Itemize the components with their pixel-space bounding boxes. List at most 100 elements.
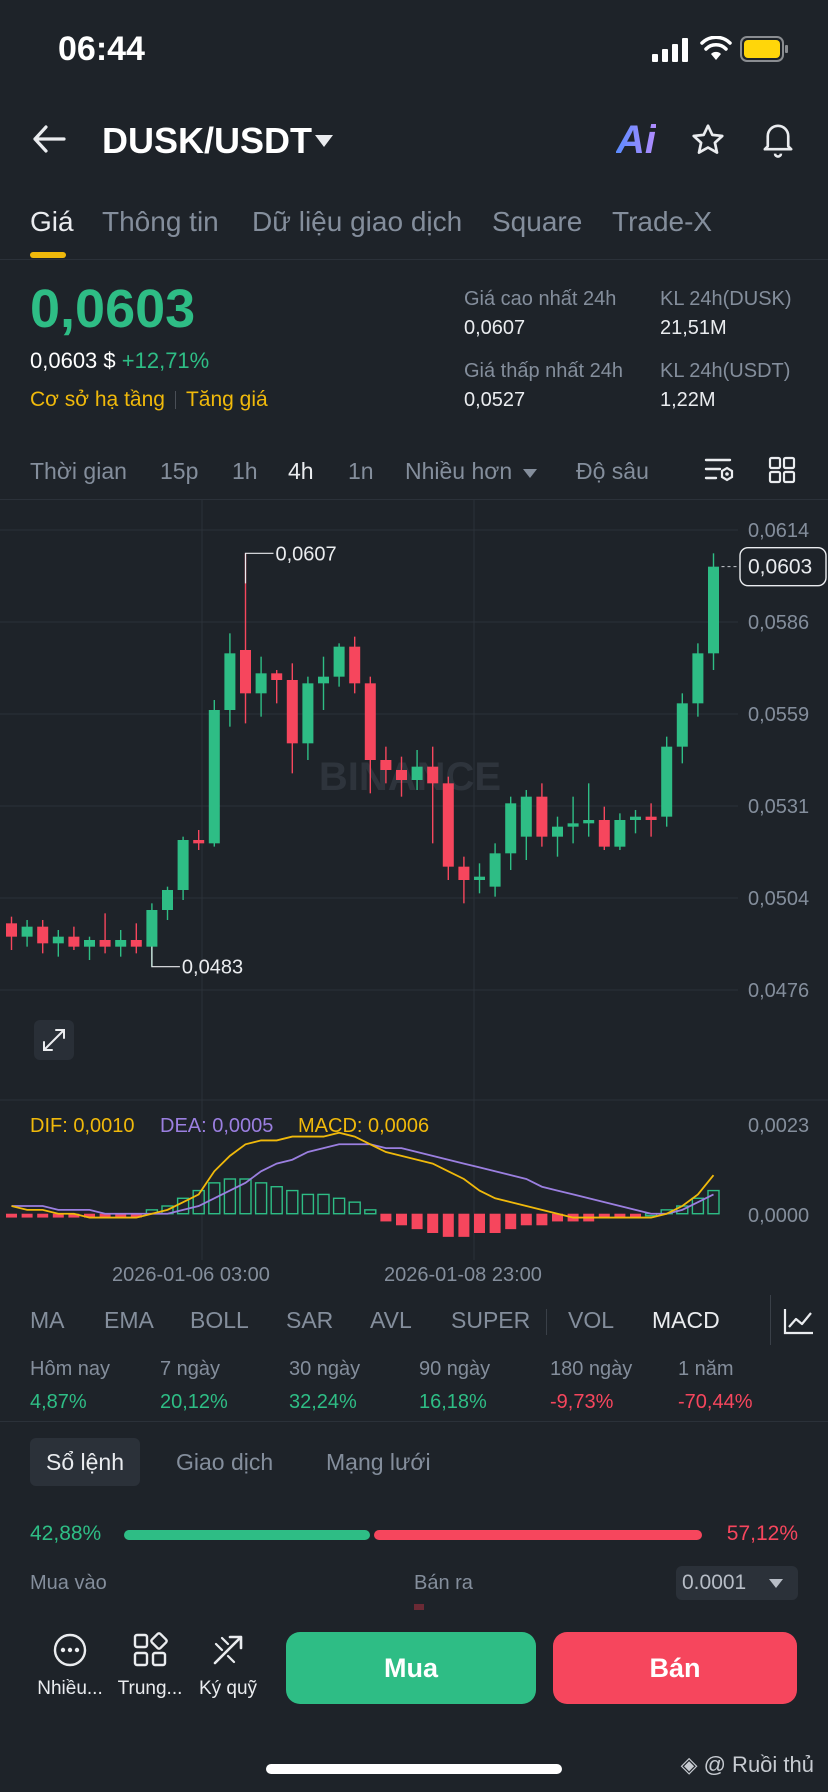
bell-icon[interactable] [760,120,796,158]
center-label: Trung... [117,1678,183,1699]
signal-icon [652,38,688,62]
status-time: 06:44 [58,30,145,68]
footer-watermark: ◈ @ Ruồi thủ [680,1752,814,1777]
interval-1d[interactable]: 1n [348,458,374,484]
y-axis-label: 0,0476 [748,980,809,1002]
candle-body [146,910,158,947]
header: DUSK/USDT Ai [0,100,828,180]
buy-bar [124,1530,370,1540]
tags: Cơ sở hạ tầng Tăng giá [30,388,268,412]
bottom-action-bar: Nhiều... Trung... Ký quỹ Mua Bán [0,1620,828,1720]
active-tab-indicator [30,252,66,258]
candle-body [645,816,657,820]
sell-button[interactable]: Bán [553,1632,797,1704]
candle-body [68,936,80,947]
dea-label: DEA: 0,0005 [160,1115,273,1137]
candle-body [162,890,173,910]
macd-bar [442,1213,454,1237]
sell-bar [374,1530,702,1540]
candle-body [520,796,532,837]
macd-bar [176,1197,190,1215]
dea-line [11,1143,714,1215]
perf-7d: 7 ngày 20,12% [160,1358,228,1413]
wifi-icon [700,36,732,60]
candle-body [489,853,501,887]
indicator-ema[interactable]: EMA [104,1307,154,1333]
fullscreen-icon[interactable] [34,1020,74,1060]
candle-body [458,866,470,880]
chart-settings-icon[interactable] [704,456,736,486]
more-button[interactable]: Nhiều... [30,1632,110,1700]
stat-low: Giá thấp nhất 24h 0,0527 [464,360,624,411]
margin-button[interactable]: Ký quỹ [192,1632,264,1700]
tab-trades[interactable]: Giao dịch [176,1449,274,1475]
margin-arrow-icon [213,1635,243,1665]
interval-1h[interactable]: 1h [232,458,258,484]
stat-vol-base: KL 24h(DUSK) 21,51M [660,288,792,339]
macd-y-label-zero: 0,0000 [748,1205,809,1227]
candle-body [302,683,314,744]
center-button[interactable]: Trung... [114,1632,186,1700]
y-axis-label: 0,0531 [748,796,809,818]
interval-15m[interactable]: 15p [160,458,199,484]
buy-column-label: Mua vào [30,1572,107,1594]
more-dots-icon [53,1633,87,1667]
macd-bar [348,1201,361,1215]
chevron-down-icon[interactable] [314,134,334,148]
indicator-settings-icon[interactable] [783,1307,815,1335]
price-usd: 0,0603 $ [30,348,116,373]
interval-time[interactable]: Thời gian [30,458,127,484]
pair-title[interactable]: DUSK/USDT [102,120,313,161]
tag-infrastructure[interactable]: Cơ sở hạ tầng [30,388,165,411]
candle-body [224,653,236,710]
tab-order-book[interactable]: Sổ lệnh [30,1438,141,1486]
macd-bar [270,1186,283,1215]
price-chart[interactable]: BINANCE 0,0614 0,0586 0,0559 0,0531 0,0504 0,… [0,500,828,1290]
ai-button[interactable]: Ai [616,118,656,162]
macd-bar [37,1213,49,1218]
performance-row: Hôm nay 4,87% 7 ngày 20,12% 30 ngày 32,2… [0,1352,828,1422]
dif-label: DIF: 0,0010 [30,1115,135,1137]
binance-watermark: BINANCE [319,755,501,799]
indicator-super[interactable]: SUPER [451,1307,531,1333]
tab-network[interactable]: Mạng lưới [326,1449,431,1475]
indicator-boll[interactable]: BOLL [190,1307,249,1333]
indicator-vol[interactable]: VOL [568,1307,615,1333]
tab-trading-data[interactable]: Dữ liệu giao dịch [252,206,463,237]
current-price-label: 0,0603 [748,556,812,579]
indicator-macd[interactable]: MACD [652,1307,720,1333]
macd-bar [317,1193,330,1215]
more-chevron-icon[interactable] [522,468,538,479]
macd-bar [707,1189,720,1215]
tab-info[interactable]: Thông tin [102,206,219,237]
tab-square[interactable]: Square [492,206,583,237]
back-arrow-icon[interactable] [32,124,66,154]
macd-bar [84,1213,95,1218]
indicator-sar[interactable]: SAR [286,1307,334,1333]
candle-body [52,936,64,944]
home-indicator[interactable] [266,1764,562,1774]
macd-bar [239,1178,252,1215]
interval-4h[interactable]: 4h [288,458,314,484]
tab-trade-x[interactable]: Trade-X [612,206,713,237]
tag-gainer[interactable]: Tăng giá [185,388,268,411]
star-icon[interactable] [690,122,726,158]
candle-body [708,566,719,654]
precision-value: 0.0001 [682,1571,747,1594]
tab-price[interactable]: Giá [30,206,74,237]
interval-more[interactable]: Nhiều hơn [405,458,513,484]
interval-depth[interactable]: Độ sâu [576,458,649,484]
precision-select[interactable]: 0.0001 [676,1566,798,1600]
candle-body [442,783,454,867]
more-label: Nhiều... [37,1678,103,1699]
macd-bar [115,1213,127,1218]
layout-grid-icon[interactable] [768,456,796,484]
candle-body [614,820,626,847]
indicator-ma[interactable]: MA [30,1307,65,1333]
buy-button[interactable]: Mua [286,1632,536,1704]
candle-body [380,760,392,770]
macd-bar [630,1213,641,1218]
indicator-avl[interactable]: AVL [370,1307,412,1333]
macd-bar [691,1197,705,1215]
perf-90d: 90 ngày 16,18% [419,1358,491,1413]
